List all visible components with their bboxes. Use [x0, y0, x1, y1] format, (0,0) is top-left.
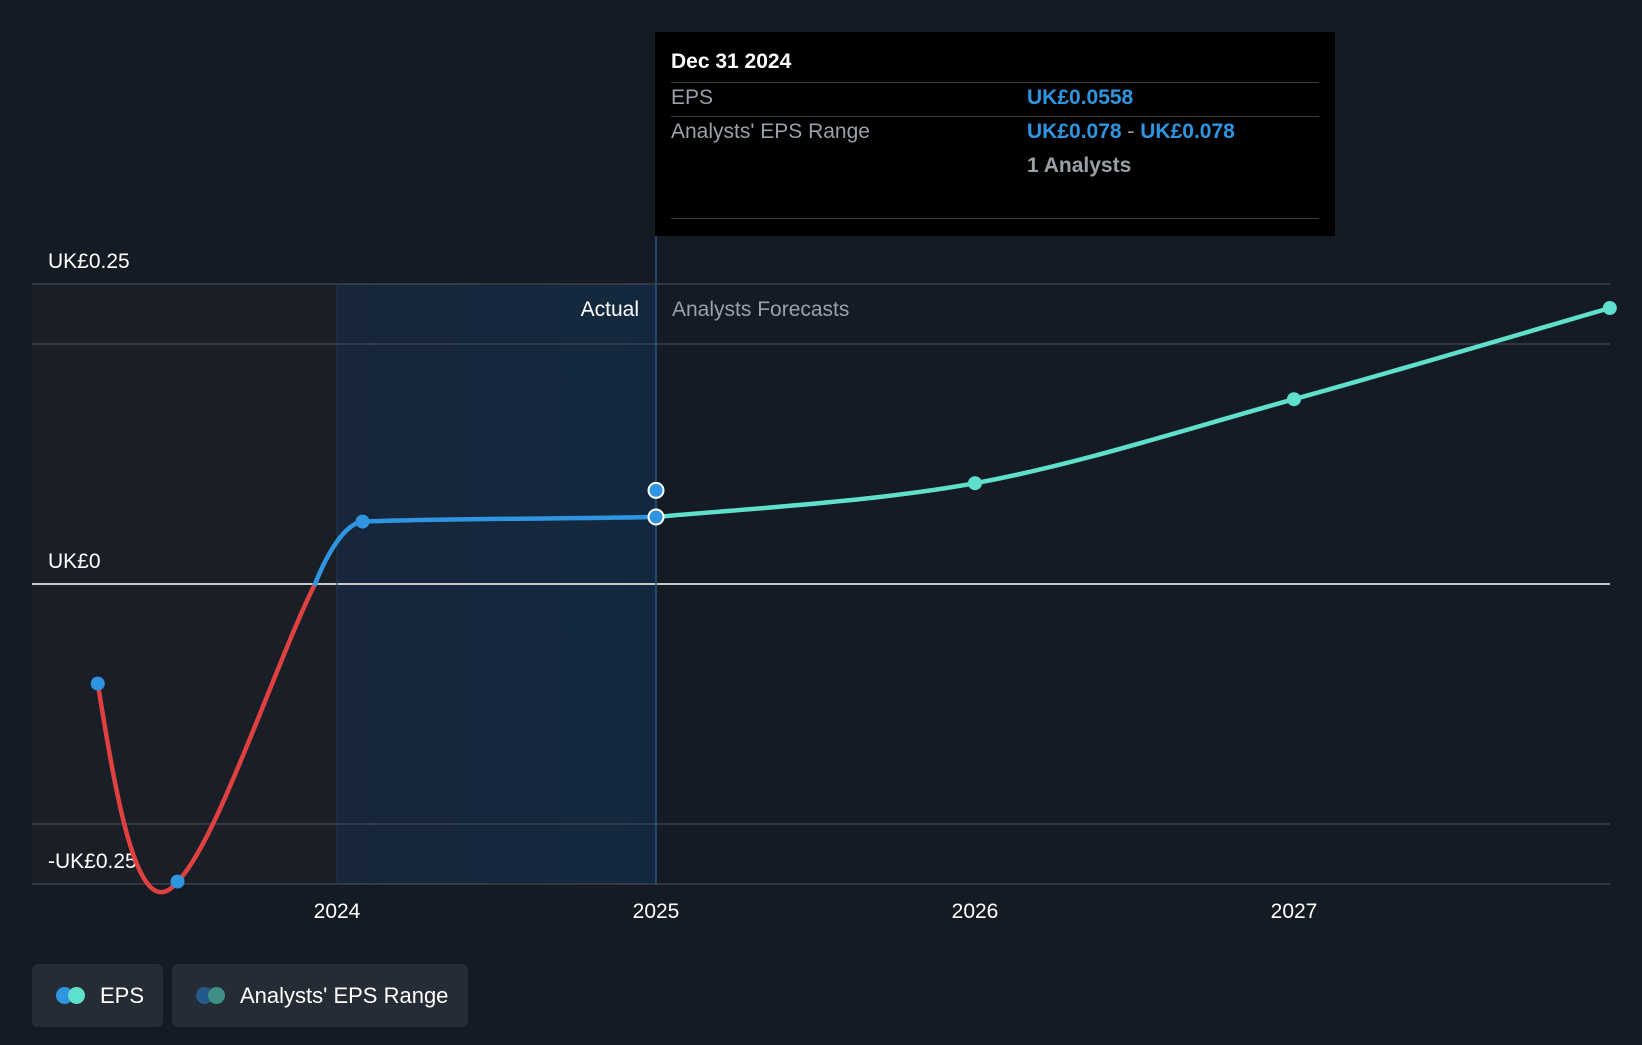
range-legend-icon — [196, 986, 226, 1005]
eps-actual-point — [647, 508, 665, 526]
legend-range-button[interactable]: Analysts' EPS Range — [172, 964, 468, 1027]
eps-forecast-point — [968, 476, 982, 491]
eps-legend-icon — [56, 986, 86, 1005]
x-axis-tick-label: 2025 — [633, 900, 680, 923]
tooltip-divider — [671, 116, 1319, 117]
x-axis-tick-label: 2026 — [952, 900, 999, 923]
y-axis-label: UK£0.25 — [48, 250, 130, 273]
eps-forecast-point — [1287, 392, 1301, 407]
tooltip-divider — [671, 82, 1319, 83]
eps-forecast-line — [653, 305, 1613, 520]
forecast-region-label: Analysts Forecasts — [672, 298, 849, 321]
eps-actual-point — [170, 874, 185, 889]
tooltip-range-separator: - — [1127, 120, 1135, 143]
hover-tooltip: Dec 31 2024 EPS UK£0.0558 Analysts' EPS … — [655, 32, 1335, 236]
y-axis-label: UK£0 — [48, 550, 101, 573]
tooltip-range-low: UK£0.078 — [1027, 120, 1122, 143]
legend-eps-button[interactable]: EPS — [32, 964, 163, 1027]
tooltip-eps-value: UK£0.0558 — [1027, 86, 1134, 109]
eps-actual-line — [312, 514, 659, 587]
tooltip-range-high: UK£0.078 — [1140, 120, 1235, 143]
tooltip-range-label: Analysts' EPS Range — [671, 120, 870, 143]
x-axis-tick-label: 2027 — [1271, 900, 1318, 923]
actual-region-label: Actual — [581, 298, 639, 321]
eps-actual-point — [90, 676, 105, 691]
legend-eps-label: EPS — [100, 982, 145, 1008]
eps-actual-point — [355, 514, 370, 529]
tooltip-divider — [671, 218, 1319, 219]
eps-forecast-point — [1602, 301, 1617, 315]
analyst-range-point — [647, 481, 665, 499]
tooltip-eps-label: EPS — [671, 86, 714, 109]
tooltip-range-value: UK£0.078 - UK£0.078 — [1027, 120, 1235, 144]
x-axis-tick-label: 2024 — [314, 900, 361, 923]
y-axis-label: -UK£0.25 — [48, 850, 137, 873]
tooltip-analysts-count: 1 Analysts — [1027, 154, 1132, 177]
tooltip-date: Dec 31 2024 — [671, 50, 792, 73]
legend-range-label: Analysts' EPS Range — [240, 982, 449, 1008]
